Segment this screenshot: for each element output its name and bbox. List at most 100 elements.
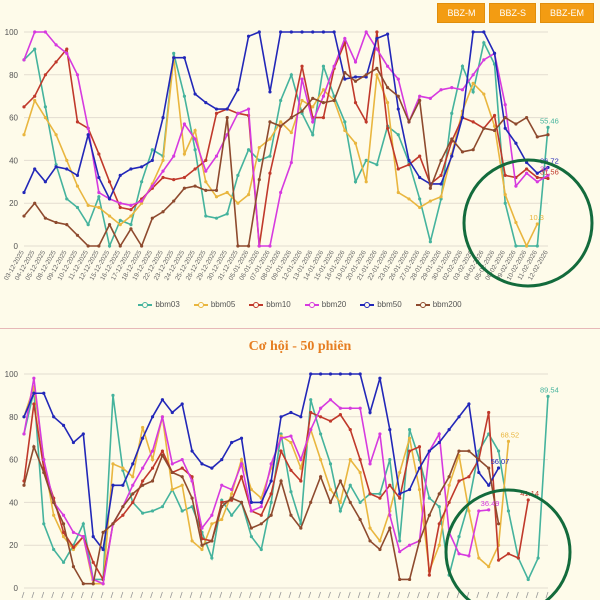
data-point-bbm200 bbox=[236, 244, 240, 248]
data-point-bbm05 bbox=[398, 470, 402, 475]
x-tick bbox=[100, 591, 104, 599]
data-point-bbm20 bbox=[193, 137, 197, 141]
data-point-bbm50 bbox=[71, 440, 76, 445]
data-point-bbm50 bbox=[439, 182, 443, 186]
data-point-bbm03 bbox=[358, 500, 362, 504]
data-point-bbm50 bbox=[332, 30, 336, 34]
data-point-bbm03 bbox=[150, 509, 155, 513]
data-point-bbm05 bbox=[239, 458, 244, 462]
data-point-bbm20 bbox=[86, 126, 90, 130]
data-point-bbm05 bbox=[328, 487, 333, 492]
legend-item-bbm05[interactable]: bbm05 bbox=[193, 300, 235, 309]
timeframe-buttons: BBZ-M BBZ-S BBZ-EM bbox=[437, 3, 594, 23]
data-point-bbm20 bbox=[378, 432, 382, 436]
bbz-em-button[interactable]: BBZ-EM bbox=[539, 3, 594, 23]
data-point-bbm50 bbox=[321, 30, 326, 34]
data-point-bbm05 bbox=[535, 222, 539, 226]
data-point-bbm03 bbox=[535, 244, 539, 248]
x-tick bbox=[417, 591, 420, 599]
data-point-bbm05 bbox=[131, 475, 135, 479]
data-point-bbm200 bbox=[71, 565, 76, 569]
series-line-bbm03 bbox=[23, 40, 549, 249]
data-point-bbm200 bbox=[42, 470, 46, 475]
x-tick bbox=[347, 591, 351, 599]
data-point-bbm20 bbox=[503, 103, 507, 107]
legend-item-bbm20[interactable]: bbm20 bbox=[304, 300, 346, 309]
data-point-bbm03 bbox=[536, 556, 540, 560]
data-point-bbm200 bbox=[514, 122, 518, 126]
data-point-bbm200 bbox=[385, 86, 390, 90]
data-point-bbm50 bbox=[427, 449, 431, 453]
data-point-bbm03 bbox=[97, 195, 101, 199]
data-label-bbm50: 36.72 bbox=[540, 156, 559, 165]
data-point-bbm03 bbox=[204, 214, 208, 218]
data-point-bbm50 bbox=[388, 428, 392, 432]
data-point-bbm50 bbox=[279, 415, 283, 419]
legend-item-bbm03[interactable]: bbm03 bbox=[138, 300, 180, 309]
data-point-bbm10 bbox=[131, 500, 135, 504]
data-point-bbm10 bbox=[546, 176, 550, 181]
data-point-bbm10 bbox=[172, 178, 176, 182]
data-point-bbm50 bbox=[546, 165, 550, 170]
data-point-bbm03 bbox=[86, 223, 90, 227]
data-point-bbm03 bbox=[246, 148, 251, 152]
x-tick bbox=[298, 591, 302, 599]
data-point-bbm05 bbox=[407, 197, 411, 201]
data-point-bbm05 bbox=[170, 487, 174, 492]
data-point-bbm10 bbox=[506, 552, 511, 556]
data-point-bbm50 bbox=[378, 376, 382, 380]
data-point-bbm05 bbox=[437, 543, 441, 547]
data-point-bbm10 bbox=[417, 445, 422, 449]
x-tick bbox=[288, 591, 292, 599]
data-point-bbm20 bbox=[65, 51, 69, 56]
data-point-bbm50 bbox=[385, 32, 390, 36]
data-point-bbm10 bbox=[364, 120, 368, 124]
x-tick bbox=[318, 591, 321, 599]
legend-item-bbm10[interactable]: bbm10 bbox=[249, 300, 291, 309]
data-point-bbm10 bbox=[319, 415, 323, 419]
data-point-bbm200 bbox=[259, 522, 263, 526]
data-label-bbm50: 56.07 bbox=[491, 457, 510, 466]
data-point-bbm03 bbox=[182, 94, 187, 98]
data-point-bbm200 bbox=[482, 126, 486, 130]
data-point-bbm20 bbox=[22, 432, 26, 436]
data-point-bbm20 bbox=[101, 582, 105, 586]
data-point-bbm200 bbox=[300, 109, 304, 113]
x-tick bbox=[90, 591, 94, 599]
data-point-bbm20 bbox=[482, 58, 486, 62]
data-point-bbm50 bbox=[514, 141, 518, 145]
data-point-bbm05 bbox=[396, 190, 400, 195]
data-point-bbm200 bbox=[214, 188, 219, 192]
data-point-bbm50 bbox=[150, 415, 155, 419]
data-point-bbm03 bbox=[396, 133, 400, 137]
data-point-bbm50 bbox=[161, 116, 165, 120]
data-point-bbm200 bbox=[249, 526, 253, 530]
data-point-bbm03 bbox=[353, 180, 358, 184]
data-point-bbm03 bbox=[457, 535, 461, 539]
data-point-bbm200 bbox=[487, 466, 491, 470]
data-point-bbm50 bbox=[172, 56, 176, 60]
data-point-bbm20 bbox=[450, 86, 454, 90]
bbz-m-button[interactable]: BBZ-M bbox=[437, 3, 486, 23]
data-point-bbm50 bbox=[467, 402, 471, 406]
data-point-bbm200 bbox=[220, 505, 224, 509]
legend-item-bbm50[interactable]: bbm50 bbox=[360, 300, 402, 309]
data-point-bbm50 bbox=[43, 180, 47, 184]
data-point-bbm03 bbox=[190, 505, 194, 509]
data-point-bbm50 bbox=[239, 436, 244, 440]
series-line-bbm03 bbox=[23, 390, 549, 582]
legend-item-bbm200[interactable]: bbm200 bbox=[415, 300, 462, 309]
series-line-bbm20 bbox=[23, 378, 489, 585]
data-point-bbm05 bbox=[129, 214, 133, 218]
data-point-bbm200 bbox=[140, 244, 144, 248]
data-point-bbm200 bbox=[398, 577, 402, 582]
data-point-bbm50 bbox=[32, 391, 36, 395]
data-point-bbm200 bbox=[131, 492, 135, 496]
data-point-bbm20 bbox=[338, 406, 342, 410]
data-point-bbm10 bbox=[328, 419, 333, 423]
data-point-bbm20 bbox=[249, 509, 253, 513]
data-point-bbm200 bbox=[378, 547, 382, 552]
bbz-s-button[interactable]: BBZ-S bbox=[489, 3, 536, 23]
data-point-bbm200 bbox=[268, 120, 272, 124]
data-point-bbm20 bbox=[214, 154, 219, 158]
